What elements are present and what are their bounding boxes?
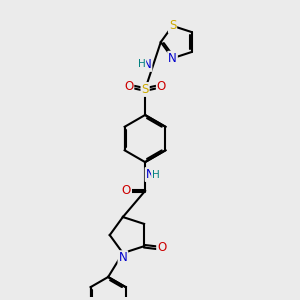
Text: N: N — [143, 58, 152, 71]
Text: H: H — [138, 59, 146, 69]
Text: O: O — [122, 184, 131, 197]
Text: N: N — [118, 251, 127, 264]
Text: N: N — [168, 52, 177, 65]
Text: S: S — [141, 83, 149, 96]
Text: H: H — [152, 169, 160, 179]
Text: O: O — [157, 242, 167, 254]
Text: O: O — [157, 80, 166, 93]
Text: S: S — [169, 20, 176, 32]
Text: N: N — [146, 168, 154, 181]
Text: O: O — [124, 80, 134, 93]
